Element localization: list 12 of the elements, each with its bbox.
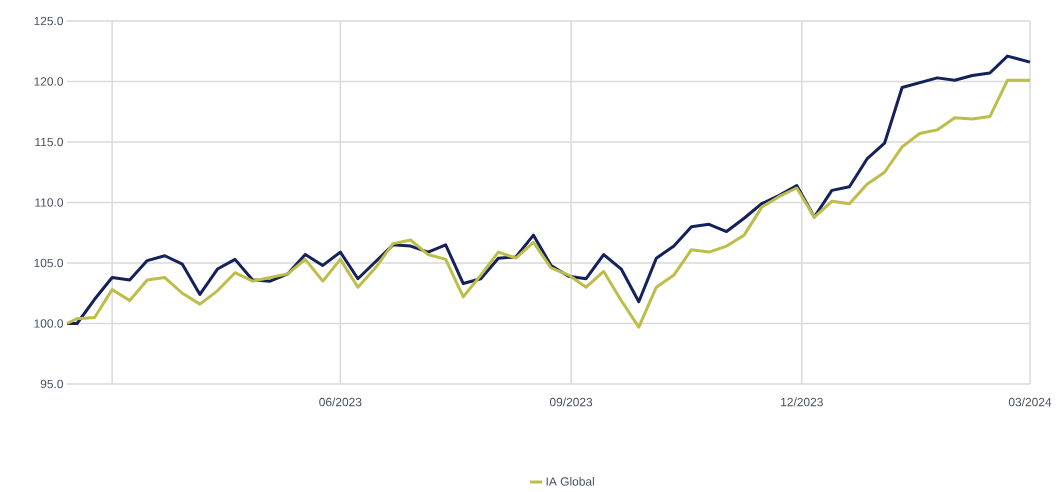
y-tick-label: 105.0 [34, 258, 64, 268]
y-tick-label: 120.0 [34, 77, 64, 86]
y-tick-label: 110.0 [35, 198, 64, 207]
x-tick-label: 12/2023 [781, 397, 823, 407]
y-tick-label: 115.0 [35, 137, 64, 147]
x-tick-label: 09/2023 [549, 397, 593, 407]
x-tick-label: 03/2024 [1008, 397, 1052, 407]
x-tick-label: 06/2023 [319, 397, 362, 407]
y-tick-label: 125.0 [34, 16, 64, 26]
y-tick-label: 95.0 [40, 379, 64, 389]
legend-label: IA Global [546, 476, 594, 486]
y-tick-label: 100.0 [34, 319, 64, 328]
